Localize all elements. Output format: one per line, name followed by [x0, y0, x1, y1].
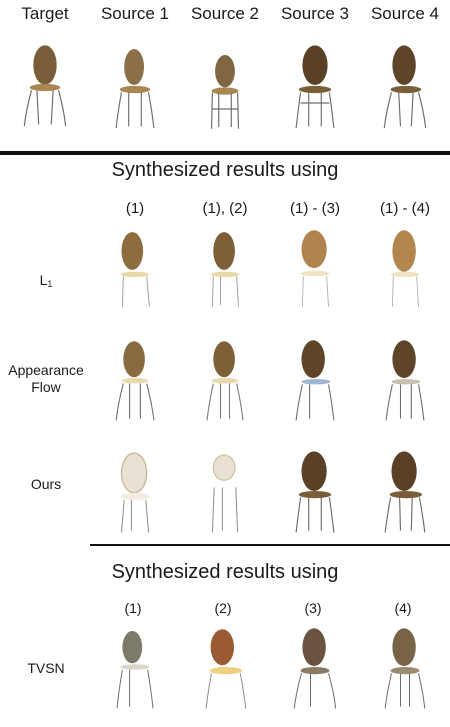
chair-image-ours-3: [270, 446, 360, 536]
chair-image-l1-4: [360, 224, 450, 314]
header-target: Target: [21, 4, 69, 23]
section1-col-2: (1), (2): [202, 200, 248, 217]
row-label-ours: Ours: [30, 476, 62, 492]
chair-image-tvsn-3: [270, 622, 360, 712]
section2-col-3: (3): [304, 600, 322, 616]
section2-col-1: (1): [124, 600, 142, 616]
section1-col-4: (1) - (4): [380, 200, 430, 217]
header-source-2: Source 2: [190, 4, 260, 23]
chair-image-source-2: [180, 46, 270, 136]
row-label-appearance: Appearance: [8, 362, 84, 378]
chair-image-l1-2: [180, 224, 270, 314]
chair-image-af-3: [270, 334, 360, 424]
row-label-appearance-flow: Appearance Flow: [0, 362, 92, 396]
chair-image-target: [0, 38, 90, 128]
row-label-flow: Flow: [31, 379, 61, 395]
chair-image-ours-4: [360, 446, 450, 536]
header-source-1: Source 1: [100, 4, 170, 23]
chair-image-tvsn-2: [180, 622, 270, 712]
row-label-l1: L1: [0, 272, 92, 293]
chair-image-source-3: [270, 40, 360, 130]
section-divider-thick: [0, 151, 450, 155]
section1-title: Synthesized results using: [111, 159, 339, 181]
section1-col-3: (1) - (3): [290, 200, 340, 217]
chair-image-l1-3: [270, 224, 360, 314]
section2-col-2: (2): [214, 600, 232, 616]
chair-image-ours-1: [90, 446, 180, 536]
header-source-3: Source 3: [280, 4, 350, 23]
chair-image-source-1: [90, 40, 180, 130]
section2-title: Synthesized results using: [111, 561, 339, 583]
row-label-tvsn: TVSN: [27, 660, 65, 676]
chair-image-source-4: [360, 40, 450, 130]
chair-image-tvsn-4: [360, 622, 450, 712]
row-label-l1-sub: 1: [47, 279, 53, 289]
section2-col-4: (4): [394, 600, 412, 616]
section-divider-thin: [90, 544, 450, 546]
row-label-l1-main: L: [39, 272, 48, 288]
chair-image-af-1: [90, 334, 180, 424]
chair-image-l1-1: [90, 224, 180, 314]
chair-image-ours-2: [180, 446, 270, 536]
header-source-4: Source 4: [370, 4, 440, 23]
chair-image-af-2: [180, 334, 270, 424]
chair-image-af-4: [360, 334, 450, 424]
section1-col-1: (1): [125, 200, 145, 217]
chair-image-tvsn-1: [90, 622, 180, 712]
